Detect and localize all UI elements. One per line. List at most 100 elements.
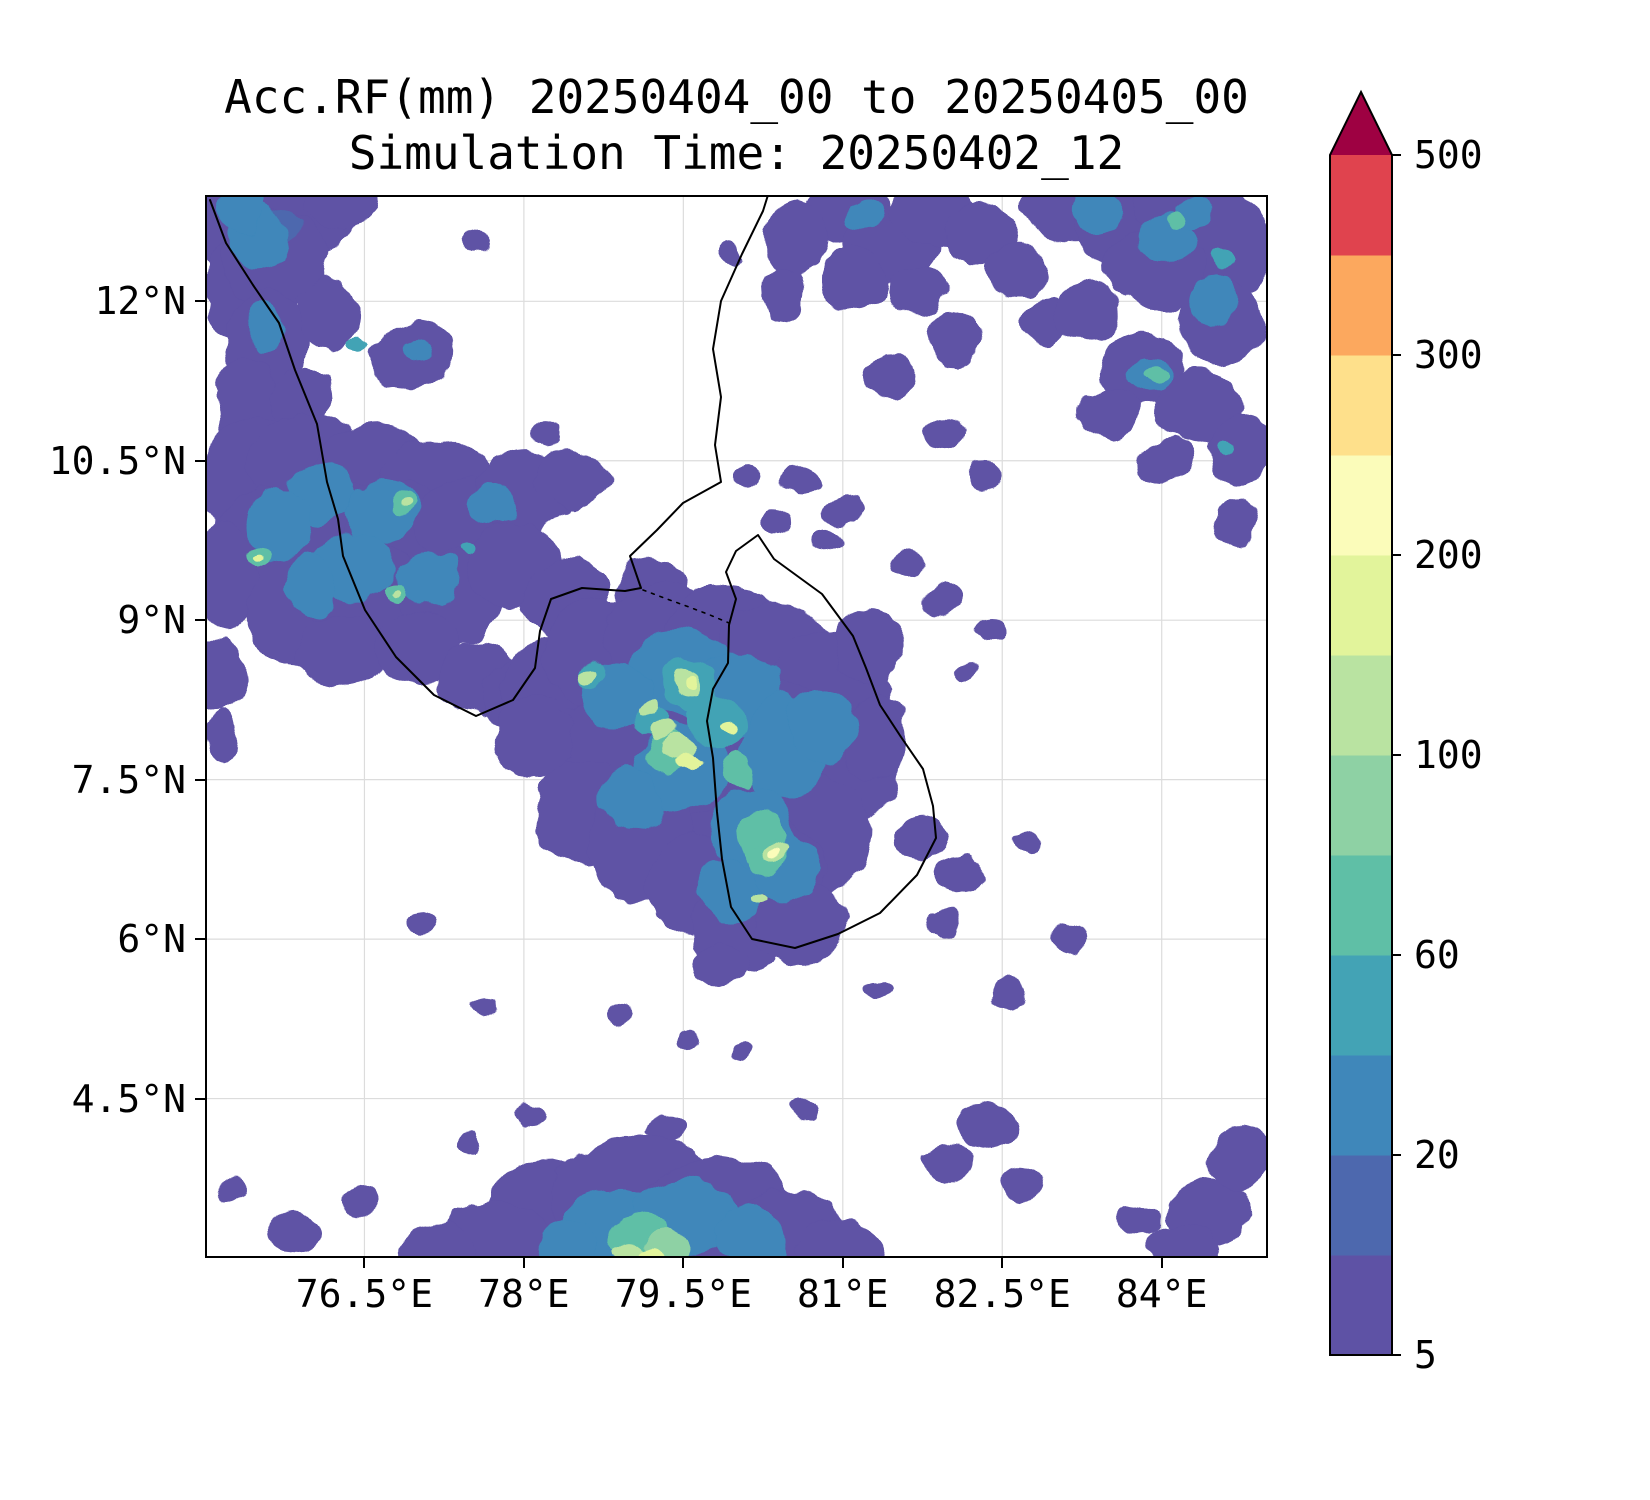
rain-blob (1071, 195, 1125, 233)
rain-blob (768, 850, 782, 860)
y-tick-mark (195, 1097, 205, 1100)
rain-blob (598, 769, 663, 833)
y-tick-mark (195, 619, 205, 622)
colorbar-segment (1330, 1255, 1392, 1356)
x-tick-label: 84°E (1115, 1272, 1208, 1316)
rain-blob (1002, 1167, 1045, 1200)
rain-blob (1076, 386, 1141, 440)
colorbar (1329, 89, 1401, 1356)
rain-blob (284, 556, 338, 621)
rain-blob (648, 1117, 687, 1144)
colorbar-segment (1330, 155, 1392, 256)
rain-blob (757, 511, 790, 538)
rain-blob (795, 1220, 880, 1258)
rain-blob (609, 1002, 641, 1025)
chart-subtitle: Simulation Time: 20250402_12 (348, 126, 1125, 180)
colorbar-tick-label: 100 (1414, 733, 1483, 777)
rain-blob (842, 694, 907, 780)
rain-blob (699, 859, 764, 924)
rain-blob (1119, 1204, 1162, 1237)
rain-blob (244, 301, 283, 355)
x-tick-mark (1160, 1258, 1163, 1268)
colorbar-outline (1329, 89, 1393, 1356)
rain-blob (252, 552, 264, 561)
colorbar-segment (1330, 755, 1392, 856)
rain-blob (300, 614, 386, 690)
rain-blob (408, 912, 438, 934)
rain-blob (890, 548, 923, 575)
x-tick-label: 78°E (478, 1272, 570, 1316)
rain-blob (832, 609, 907, 684)
rain-blob (615, 1242, 646, 1258)
x-tick-label: 79.5°E (614, 1272, 752, 1316)
rain-blob (823, 493, 862, 524)
rain-blob (497, 694, 572, 780)
rain-blob (842, 200, 886, 233)
rain-blob (718, 721, 734, 732)
rain-blob (534, 1220, 599, 1258)
colorbar-tick-label: 200 (1414, 533, 1483, 577)
rain-blob (789, 689, 854, 764)
rain-blob (1052, 924, 1091, 954)
rain-blob (458, 1130, 484, 1152)
y-tick-label: 12°N (94, 279, 186, 324)
rain-blob (763, 264, 806, 318)
y-tick-mark (195, 300, 205, 303)
rain-blob (686, 676, 702, 688)
rain-blob (532, 423, 558, 445)
x-tick-label: 76.5°E (295, 1272, 434, 1316)
rain-blob (396, 551, 461, 605)
y-tick-mark (195, 459, 205, 462)
y-tick-label: 6°N (117, 917, 186, 962)
rain-blob (649, 723, 675, 741)
rain-blob (779, 466, 822, 498)
rain-blob (1209, 1125, 1268, 1189)
rain-blob (675, 1029, 702, 1051)
rain-blob (465, 482, 519, 525)
sri-lanka-coastline (706, 534, 937, 949)
rain-blob (895, 814, 950, 862)
rain-blob (476, 999, 498, 1017)
colorbar-tick-label: 60 (1414, 933, 1460, 977)
colorbar-tick-label: 20 (1414, 1133, 1460, 1177)
rain-blob (1209, 248, 1231, 270)
rain-blob (952, 662, 978, 684)
rain-blob (573, 666, 596, 681)
rain-blob (456, 544, 474, 558)
rain-blob (639, 699, 661, 717)
rain-blob (864, 354, 918, 397)
rain-blob (718, 240, 744, 267)
rain-blob (1055, 280, 1120, 344)
y-tick-label: 10.5°N (48, 438, 186, 483)
rain-blob (646, 1231, 689, 1258)
x-tick-mark (363, 1258, 366, 1268)
rain-blob (247, 487, 312, 562)
rain-blob (401, 1226, 477, 1258)
rain-blob (986, 242, 1051, 296)
colorbar-segment (1330, 955, 1392, 1056)
colorbar-segment (1330, 1155, 1392, 1256)
rain-blob (1007, 830, 1040, 857)
colorbar-segment (1330, 355, 1392, 456)
rain-blob (534, 444, 609, 509)
colorbar-extend-arrow (1330, 92, 1392, 155)
x-tick-label: 82.5°E (933, 1272, 1071, 1316)
colorbar-segment (1330, 655, 1392, 756)
rain-blob (885, 264, 950, 318)
rain-blob (763, 200, 827, 275)
chart-title: Acc.RF(mm) 20250404_00 to 20250405_00 (224, 70, 1249, 124)
rain-blob (1214, 497, 1258, 552)
rain-blob (205, 524, 259, 631)
colorbar-tick-label: 500 (1414, 133, 1483, 177)
rain-blob (513, 1103, 546, 1126)
y-tick-label: 7.5°N (71, 757, 186, 802)
rain-blob (751, 894, 769, 906)
rain-blob (991, 979, 1024, 1006)
rain-blob (821, 248, 886, 312)
rain-blob (867, 976, 893, 998)
colorbar-tick-label: 5 (1414, 1333, 1437, 1377)
y-tick-label: 9°N (117, 598, 186, 643)
x-tick-label: 81°E (797, 1272, 889, 1316)
x-tick-mark (841, 1258, 844, 1268)
